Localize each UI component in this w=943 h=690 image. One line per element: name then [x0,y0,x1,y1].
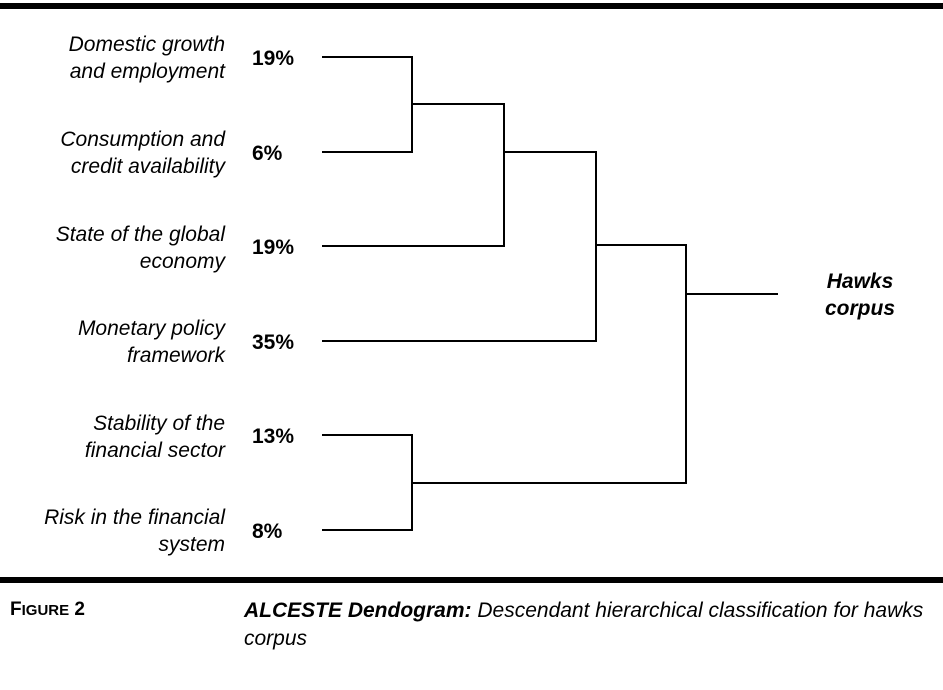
branch-financial-pair [322,434,413,531]
leaf-percent-financial-stability: 13% [252,425,295,448]
top-rule [0,3,943,9]
leaf-label-financial-risk: Risk in the financial system [44,506,225,556]
branch-domestic-consumption [322,56,413,153]
leaf-percent-global-economy: 19% [252,236,295,259]
leaf-percent-monetary-policy: 35% [252,331,295,354]
leaf-label-domestic-growth: Domestic growth and employment [68,33,225,83]
branch-join-global [322,103,505,247]
leaf-label-monetary-policy: Monetary policy framework [77,317,225,367]
bottom-rule [0,577,943,583]
root-label: Hawks corpus [824,270,895,320]
figure-label-rest: IGURE [21,602,70,619]
leaf-label-global-economy: State of the global economy [55,223,225,273]
branch-join-monetary [322,151,597,342]
leaf-percent-financial-risk: 8% [252,520,283,543]
leaf-label-financial-stability: Stability of the financial sector [84,412,225,462]
figure-caption: ALCESTE Dendogram: Descendant hierarchic… [244,597,934,653]
branch-top-cluster [412,244,687,484]
leaf-percent-domestic-growth: 19% [252,47,295,70]
figure-number: 2 [74,599,85,620]
caption-title: ALCESTE Dendogram: [244,599,472,622]
figure-label-initial: F [10,599,22,620]
caption-text: Descendant hierarchical classification f… [244,599,924,650]
leaf-percent-consumption-credit: 6% [252,142,283,165]
figure-label: FIGURE 2 [10,599,85,621]
leaf-label-consumption-credit: Consumption and credit availability [60,128,225,178]
